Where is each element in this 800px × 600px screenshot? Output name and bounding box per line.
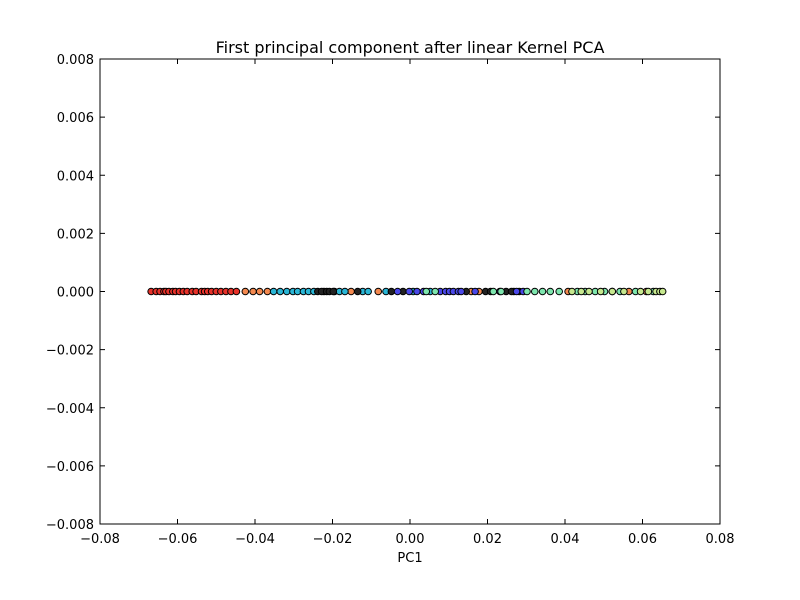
scatter-point xyxy=(374,287,383,296)
x-tick-label: −0.08 xyxy=(80,532,120,547)
x-tick-label: 0.02 xyxy=(473,532,502,547)
scatter-point xyxy=(471,287,479,296)
scatter-point xyxy=(658,287,667,296)
scatter-point xyxy=(577,287,586,296)
scatter-point xyxy=(620,287,628,296)
x-tick-label: 0.06 xyxy=(628,532,657,547)
y-tick-label: −0.002 xyxy=(46,344,94,359)
y-tick-label: 0.006 xyxy=(57,111,94,126)
plot-area-frame xyxy=(99,58,721,525)
scatter-point xyxy=(413,287,421,296)
scatter-point xyxy=(282,287,291,296)
x-tick-label: −0.02 xyxy=(313,532,353,547)
scatter-point xyxy=(431,287,439,296)
scatter-point xyxy=(269,287,278,296)
scatter-point xyxy=(523,287,531,296)
scatter-point xyxy=(512,287,521,296)
scatter-point xyxy=(353,287,362,296)
scatter-point xyxy=(232,287,241,296)
x-tick-labels: −0.08 −0.06 −0.04 −0.02 0.00 0.02 0.04 0.06 0.08 xyxy=(80,532,734,547)
scatter-point xyxy=(644,287,653,296)
scatter-point xyxy=(489,287,498,296)
data-points xyxy=(147,287,667,296)
scatter-point xyxy=(341,287,349,296)
chart-title: First principal component after linear K… xyxy=(216,38,605,57)
y-tick-label: −0.004 xyxy=(46,402,94,417)
scatter-point xyxy=(636,287,645,296)
x-tick-label: 0.04 xyxy=(551,532,580,547)
y-tick-label: −0.008 xyxy=(46,518,94,533)
scatter-point xyxy=(241,287,250,296)
scatter-point xyxy=(530,287,539,296)
x-tick-label: −0.06 xyxy=(158,532,198,547)
scatter-point xyxy=(497,287,505,296)
y-tick-label: −0.006 xyxy=(46,460,94,475)
scatter-point xyxy=(546,287,555,296)
x-tick-label: 0.08 xyxy=(706,532,735,547)
scatter-point xyxy=(608,287,617,296)
scatter-point xyxy=(568,287,576,296)
x-tick-label: −0.04 xyxy=(235,532,275,547)
scatter-point xyxy=(585,287,593,296)
x-tick-label: 0.00 xyxy=(396,532,425,547)
scatter-point xyxy=(255,287,264,296)
scatter-point xyxy=(596,287,605,296)
scatter-point xyxy=(347,287,355,296)
scatter-point xyxy=(405,287,414,296)
scatter-point xyxy=(538,287,547,296)
scatter-point xyxy=(329,287,338,296)
scatter-point xyxy=(276,287,284,296)
y-tick-label: 0.000 xyxy=(57,286,94,301)
x-axis-label: PC1 xyxy=(397,551,422,566)
scatter-point xyxy=(555,287,563,296)
scatter-point xyxy=(422,287,431,296)
y-tick-label: 0.004 xyxy=(57,169,94,184)
y-tick-labels: −0.008 −0.006 −0.004 −0.002 0.000 0.002 0.004 0… xyxy=(46,53,94,533)
scatter-point xyxy=(457,287,465,296)
scatter-point xyxy=(249,287,257,296)
scatter-point xyxy=(364,287,372,296)
scatter-point xyxy=(393,287,402,296)
y-tick-label: 0.002 xyxy=(57,227,94,242)
scatter-point xyxy=(263,287,272,296)
scatter-point xyxy=(387,287,396,296)
y-tick-label: 0.008 xyxy=(57,53,94,68)
